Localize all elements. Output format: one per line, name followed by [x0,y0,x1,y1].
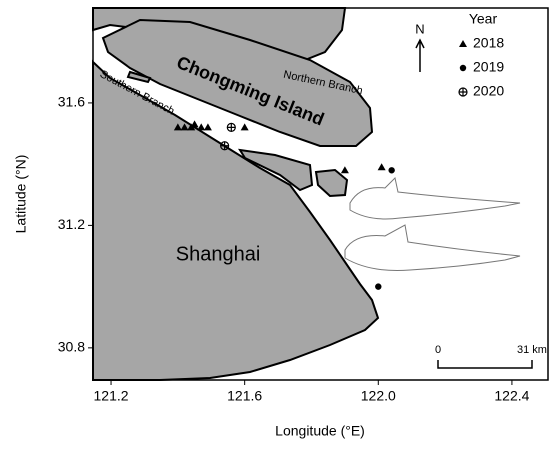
x-axis-label: Longitude (°E) [275,423,365,439]
small-island [126,70,152,84]
y-tick-label: 30.8 [58,339,85,355]
point [197,123,206,131]
small-island [314,168,349,198]
legend-label: 2018 [473,35,504,51]
legend-label: 2020 [473,83,504,99]
small-island [238,148,314,192]
point [190,120,199,128]
scale-bar [437,360,533,369]
legend-marker [458,87,468,97]
legend-marker [459,40,467,47]
legend-label: 2019 [473,59,504,75]
y-tick-label: 31.6 [58,94,85,110]
point [226,122,236,132]
point [220,141,230,151]
point [375,283,382,290]
x-tick-label: 122.4 [494,388,529,404]
point [388,167,395,174]
scale-label: 31 km [517,344,547,356]
y-axis-label: Latitude (°N) [13,155,29,234]
point [173,123,182,131]
city-label: Shanghai [176,243,261,265]
x-tick-label: 121.6 [227,388,262,404]
point [340,166,349,174]
x-tick-label: 122.0 [361,388,396,404]
north-label: N [415,21,424,36]
mainland [92,59,380,381]
fish-illustration [344,224,521,271]
x-tick-label: 121.2 [94,388,129,404]
north-arrow [415,38,425,72]
point [377,163,386,171]
point [240,123,249,131]
legend-marker [459,64,467,72]
y-tick-label: 31.2 [58,216,85,232]
point [203,123,212,131]
legend-title: Year [469,11,498,27]
fish-illustration [349,176,521,220]
point [180,123,189,131]
scale-label: 0 [435,344,441,356]
map-frame [92,7,549,381]
